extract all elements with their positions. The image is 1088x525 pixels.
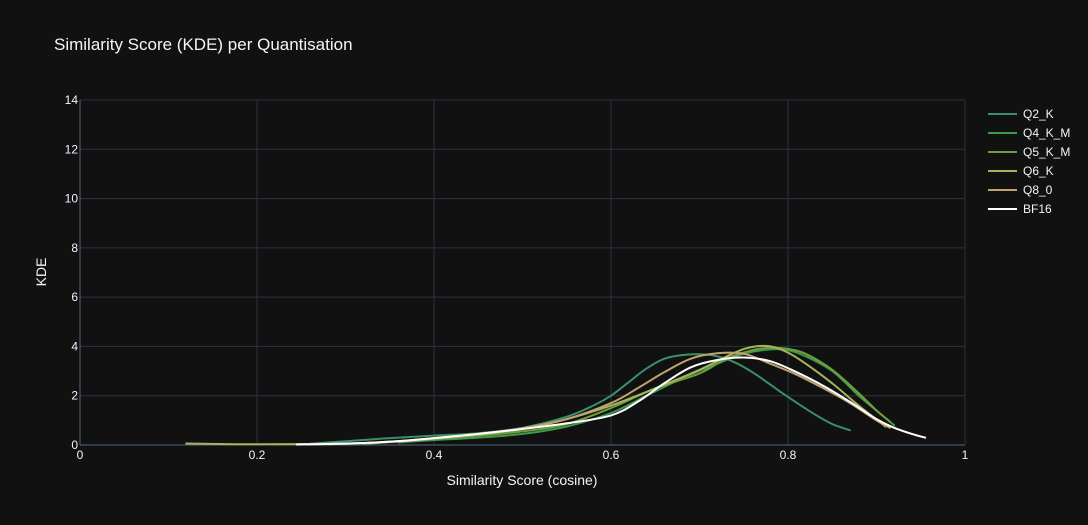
y-axis-title: KDE (33, 258, 49, 287)
legend-label: Q2_K (1023, 107, 1054, 121)
x-axis-title: Similarity Score (cosine) (447, 472, 598, 488)
y-tick-label: 0 (71, 438, 78, 452)
y-tick-label: 12 (65, 142, 79, 156)
chart-title: Similarity Score (KDE) per Quantisation (54, 35, 353, 54)
legend-item-q2_k[interactable]: Q2_K (988, 107, 1054, 121)
y-tick-label: 8 (71, 241, 78, 255)
x-tick-label: 0 (77, 448, 84, 462)
x-tick-label: 0.8 (780, 448, 797, 462)
series-line-bf16 (295, 356, 927, 446)
legend-label: BF16 (1023, 202, 1052, 216)
x-tick-label: 1 (962, 448, 969, 462)
x-tick-label: 0.4 (426, 448, 443, 462)
y-axis-ticks: 0 2 4 6 8 10 12 14 (65, 93, 79, 452)
y-tick-label: 6 (71, 290, 78, 304)
legend-item-q5_k_m[interactable]: Q5_K_M (988, 145, 1070, 159)
x-tick-label: 0.6 (603, 448, 620, 462)
x-axis-ticks: 0 0.2 0.4 0.6 0.8 1 (77, 448, 969, 462)
legend-label: Q4_K_M (1023, 126, 1070, 140)
legend-item-q6_k[interactable]: Q6_K (988, 164, 1054, 178)
legend-label: Q5_K_M (1023, 145, 1070, 159)
series-line-q2_k (309, 353, 851, 445)
y-tick-label: 10 (65, 192, 79, 206)
y-tick-label: 4 (71, 339, 78, 353)
y-tick-label: 14 (65, 93, 79, 107)
legend: Q2_K Q4_K_M Q5_K_M Q6_K Q8_0 BF16 (988, 107, 1070, 216)
legend-label: Q8_0 (1023, 183, 1053, 197)
legend-label: Q6_K (1023, 164, 1054, 178)
y-tick-label: 2 (71, 389, 78, 403)
x-tick-label: 0.2 (249, 448, 266, 462)
series-lines (185, 344, 927, 446)
legend-item-q4_k_m[interactable]: Q4_K_M (988, 126, 1070, 140)
legend-item-bf16[interactable]: BF16 (988, 202, 1052, 216)
legend-item-q8_0[interactable]: Q8_0 (988, 183, 1053, 197)
